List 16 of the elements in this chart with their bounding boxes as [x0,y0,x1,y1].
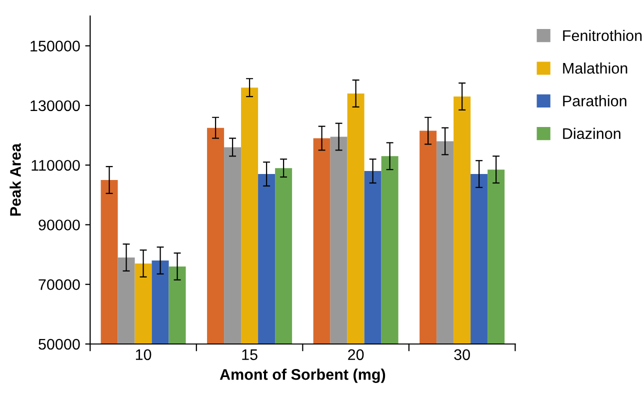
y-axis-title: Peak Area [10,143,21,216]
y-tick-label: 70000 [38,279,80,290]
legend-label: Diazinon [563,128,620,140]
y-tick-label: 90000 [38,220,80,230]
y-tick-label: 150000 [30,40,80,52]
y-tick-label: 50000 [38,338,80,350]
y-tick-label: 110000 [32,160,80,171]
x-tick-label: 15 [242,349,258,360]
x-tick-label: 30 [454,349,470,360]
legend-label: Malathion [563,62,628,74]
x-tick-label: 20 [348,349,364,360]
y-tick-label: 130000 [30,100,80,112]
legend-label: Parathion [563,95,626,106]
legend-label: Fenitrothion [563,30,642,42]
x-tick-label: 10 [136,349,152,360]
x-axis-title: Amont of Sorbent (mg) [220,368,386,383]
